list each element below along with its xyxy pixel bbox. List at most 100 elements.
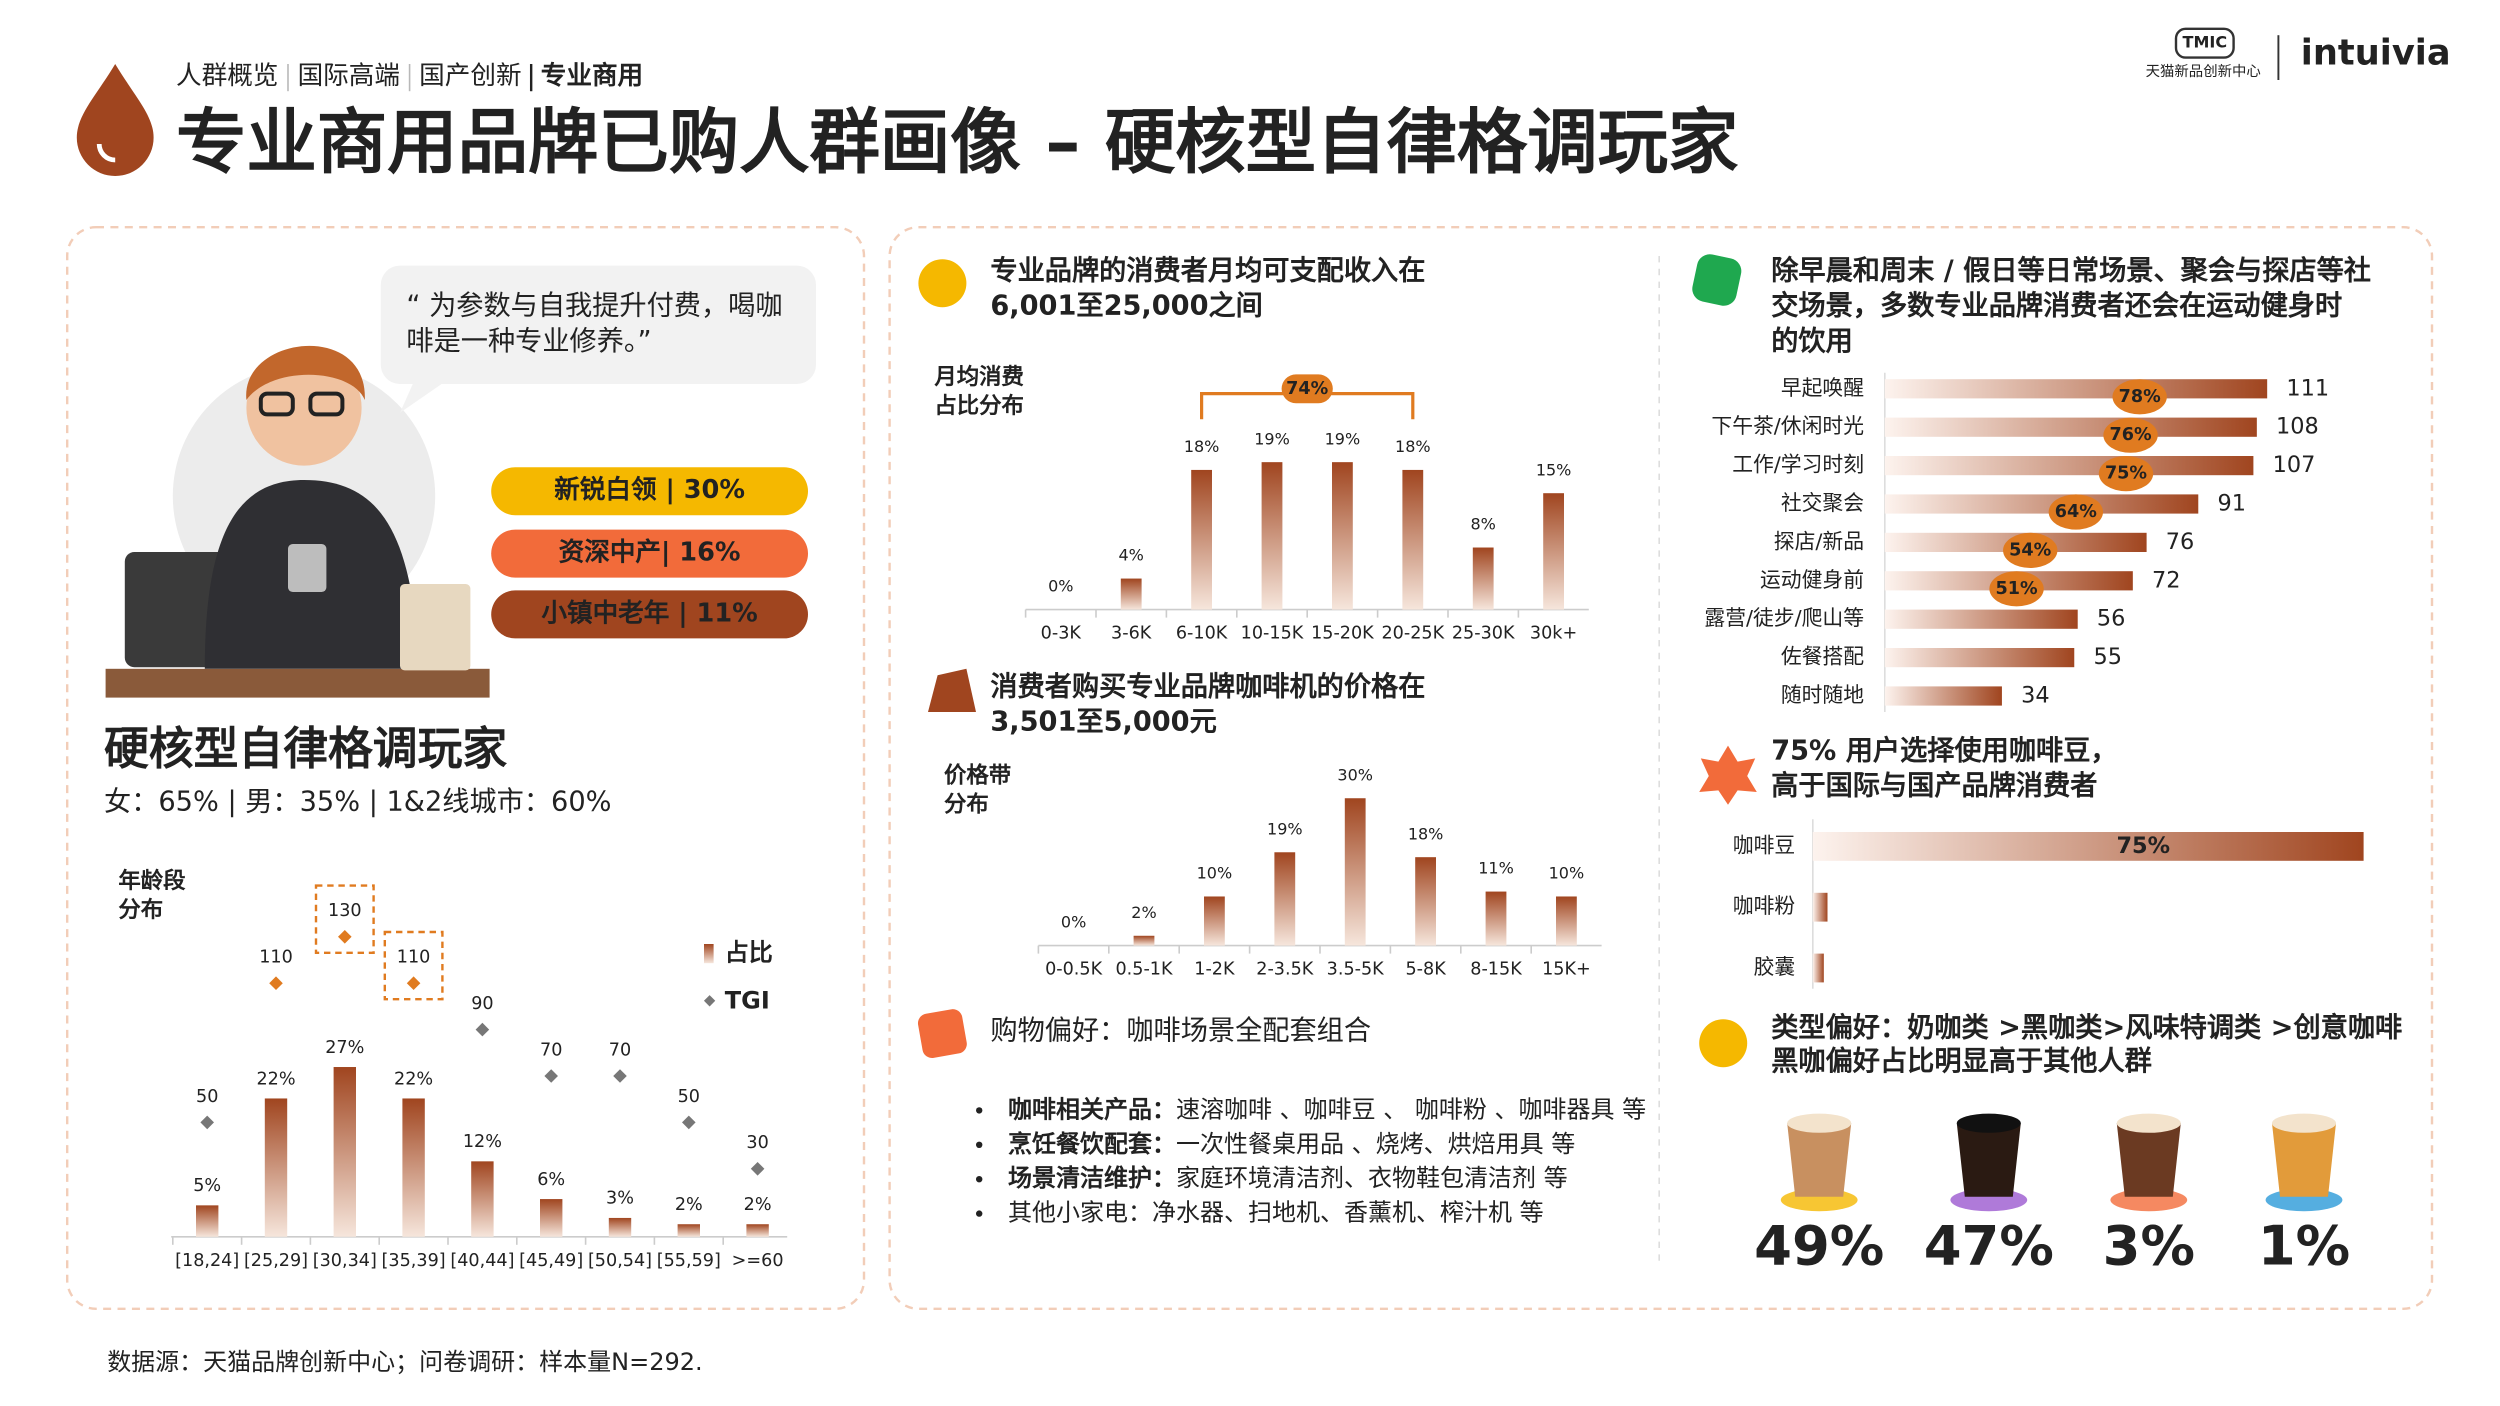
tgi-point xyxy=(338,930,352,944)
preference-value: 47% xyxy=(1924,1215,2054,1278)
x-tick-label: 0-3K xyxy=(1041,624,1082,644)
bar xyxy=(1556,896,1577,946)
tgi-point xyxy=(544,1069,558,1083)
bar xyxy=(1812,953,1824,983)
breadcrumb-item: 专业商用 xyxy=(541,60,643,91)
y-tick-label: 下午茶/休闲时光 xyxy=(1711,414,1864,438)
percent-label: 54% xyxy=(2009,540,2051,560)
bar xyxy=(1884,417,2257,437)
y-tick-label: 随时随地 xyxy=(1781,683,1864,707)
logo-drop xyxy=(76,64,154,176)
section-title: 6,001至25,000之间 xyxy=(990,290,1262,322)
legend-swatch xyxy=(704,944,714,964)
bar-value-label: 12% xyxy=(463,1132,502,1152)
bar-value-label: 5% xyxy=(193,1176,221,1196)
bar xyxy=(333,1067,356,1237)
y-axis-label: 价格带 xyxy=(944,762,1011,789)
tgi-value-label: 50 xyxy=(678,1087,700,1107)
tgi-point xyxy=(613,1069,627,1083)
bar-value-label: 4% xyxy=(1119,546,1144,565)
section-title: 3,501至5,000元 xyxy=(990,707,1216,738)
percent-bubble xyxy=(1989,571,2044,607)
section-icon xyxy=(1692,254,1742,306)
bar xyxy=(540,1199,563,1237)
percent-bubble xyxy=(2003,532,2058,568)
bar xyxy=(1261,462,1283,610)
illustration-hair xyxy=(246,345,365,400)
y-tick-label: 探店/新品 xyxy=(1774,529,1864,553)
x-tick-label: 30k+ xyxy=(1530,624,1577,644)
y-axis-label: 占比分布 xyxy=(934,392,1024,419)
preference-value: 49% xyxy=(1754,1215,1884,1278)
bar xyxy=(196,1205,219,1237)
section-title: 高于国际与国产品牌消费者 xyxy=(1771,770,2097,802)
y-tick-label: 早起唤醒 xyxy=(1781,376,1864,400)
section-icon xyxy=(1699,745,1757,805)
tgi-value-label: 110 xyxy=(397,948,431,968)
breadcrumb-item: 国际高端 xyxy=(298,61,400,91)
quote-bubble-tail xyxy=(400,384,442,413)
bar xyxy=(1332,462,1353,610)
purchase-item: 咖啡相关产品：速溶咖啡 、咖啡豆 、 咖啡粉 、咖啡器具 等 xyxy=(1008,1095,1646,1123)
bar xyxy=(1884,379,2268,399)
right-panel xyxy=(888,226,2434,1310)
y-axis-label: 年龄段 xyxy=(118,867,186,894)
logo-drop-highlight xyxy=(96,143,116,163)
y-tick-label: 佐餐搭配 xyxy=(1781,645,1864,669)
percent-label: 64% xyxy=(2055,502,2097,522)
x-tick-label: [18,24] xyxy=(175,1251,239,1271)
y-axis-label: 月均消费 xyxy=(933,363,1024,390)
bar xyxy=(1120,578,1142,610)
bar-value-label: 34 xyxy=(2021,683,2050,709)
tgi-point xyxy=(475,1022,490,1037)
percent-bubble xyxy=(2103,417,2158,453)
x-tick-label: 8-15K xyxy=(1470,960,1522,980)
illustration-table xyxy=(105,668,490,698)
bar-value-label: 30% xyxy=(1337,765,1373,784)
cup-icon xyxy=(2116,1123,2181,1197)
bar xyxy=(1543,493,1564,610)
illustration-bag xyxy=(400,584,471,671)
highlight-box xyxy=(314,884,375,954)
bar xyxy=(746,1224,769,1237)
segment-pill xyxy=(491,529,808,578)
bar-value-label: 15% xyxy=(1536,460,1572,479)
persona-name: 硬核型自律格调玩家 xyxy=(104,722,507,775)
y-tick-label: 咖啡粉 xyxy=(1733,894,1796,918)
tgi-point xyxy=(200,1115,214,1130)
breadcrumb-item: 人群概览 xyxy=(176,61,278,91)
x-tick-label: 1-2K xyxy=(1194,960,1235,980)
x-tick-label: [25,29] xyxy=(244,1251,308,1271)
bar-value-label: 107 xyxy=(2273,452,2316,478)
x-tick-label: 6-10K xyxy=(1176,624,1228,644)
section-icon xyxy=(918,259,967,308)
y-tick-label: 咖啡豆 xyxy=(1733,833,1795,857)
section-icon xyxy=(928,668,976,712)
section-title: 专业品牌的消费者月均可支配收入在 xyxy=(990,255,1425,287)
preference-value: 3% xyxy=(2103,1215,2195,1278)
purchase-item: 烹饪餐饮配套：一次性餐桌用品 、烧烤、烘焙用具 等 xyxy=(1008,1130,1575,1158)
bullet xyxy=(976,1176,983,1183)
quote-line: 啡是一种专业修养。” xyxy=(406,326,651,357)
x-tick-label: [55,59] xyxy=(657,1251,721,1271)
bar xyxy=(1415,857,1436,946)
quote-bubble xyxy=(380,265,816,384)
section-title: 交场景，多数专业品牌消费者还会在运动健身时 xyxy=(1771,290,2342,322)
x-tick-label: [40,44] xyxy=(450,1251,514,1271)
percent-bubble xyxy=(2112,379,2167,415)
segment-label: 资深中产| 16% xyxy=(559,538,741,568)
bar-value-label: 108 xyxy=(2276,414,2319,440)
segment-pill xyxy=(491,590,808,639)
y-axis-label: 分布 xyxy=(944,790,989,817)
tgi-point xyxy=(269,976,283,990)
x-tick-label: 0.5-1K xyxy=(1115,960,1173,980)
purchase-item: 场景清洁维护：家庭环境清洁剂、衣物鞋包清洁剂 等 xyxy=(1008,1164,1568,1192)
bar-value-label: 91 xyxy=(2217,491,2246,517)
brand-logo: intuivia xyxy=(2301,32,2451,73)
cup-top xyxy=(1787,1113,1852,1133)
tmic-logo: TMIC xyxy=(2183,33,2228,52)
cup-top xyxy=(2272,1113,2336,1133)
legend-swatch xyxy=(703,995,716,1007)
purchase-text: 家庭环境清洁剂、衣物鞋包清洁剂 等 xyxy=(1176,1164,1568,1192)
